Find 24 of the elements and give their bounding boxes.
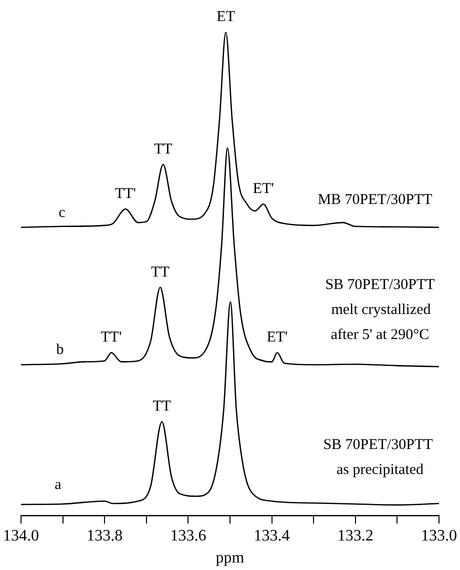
x-tick-label: 133.4 [254, 527, 290, 544]
annotation: TT [152, 398, 172, 415]
annotation: MB 70PET/30PTT [318, 192, 432, 208]
x-tick-label: 133.6 [170, 527, 206, 544]
annotation: b [56, 342, 64, 358]
annotation: TT' [114, 186, 136, 202]
annotation: ET' [252, 181, 274, 198]
annotation: c [58, 204, 66, 221]
annotation: after 5' at 290°C [330, 326, 430, 343]
x-tick-label: 134.0 [3, 527, 39, 544]
x-tick-label: 133.2 [337, 527, 374, 544]
annotation: TT [151, 264, 170, 280]
annotation: TT' [100, 330, 122, 346]
annotation: SB 70PET/30PTT [323, 436, 433, 453]
annotation: melt crystallized [331, 302, 432, 318]
annotation: TT [154, 141, 172, 158]
annotation: as precipitated [336, 462, 424, 478]
annotation: a [54, 476, 62, 493]
annotation: SB 70PET/30PTT [325, 276, 435, 293]
x-axis-title: ppm [216, 550, 245, 567]
annotation: ET [216, 8, 235, 25]
annotation: ET' [266, 330, 288, 346]
x-tick-label: 133.0 [421, 527, 457, 544]
x-tick-label: 133.8 [86, 527, 123, 544]
